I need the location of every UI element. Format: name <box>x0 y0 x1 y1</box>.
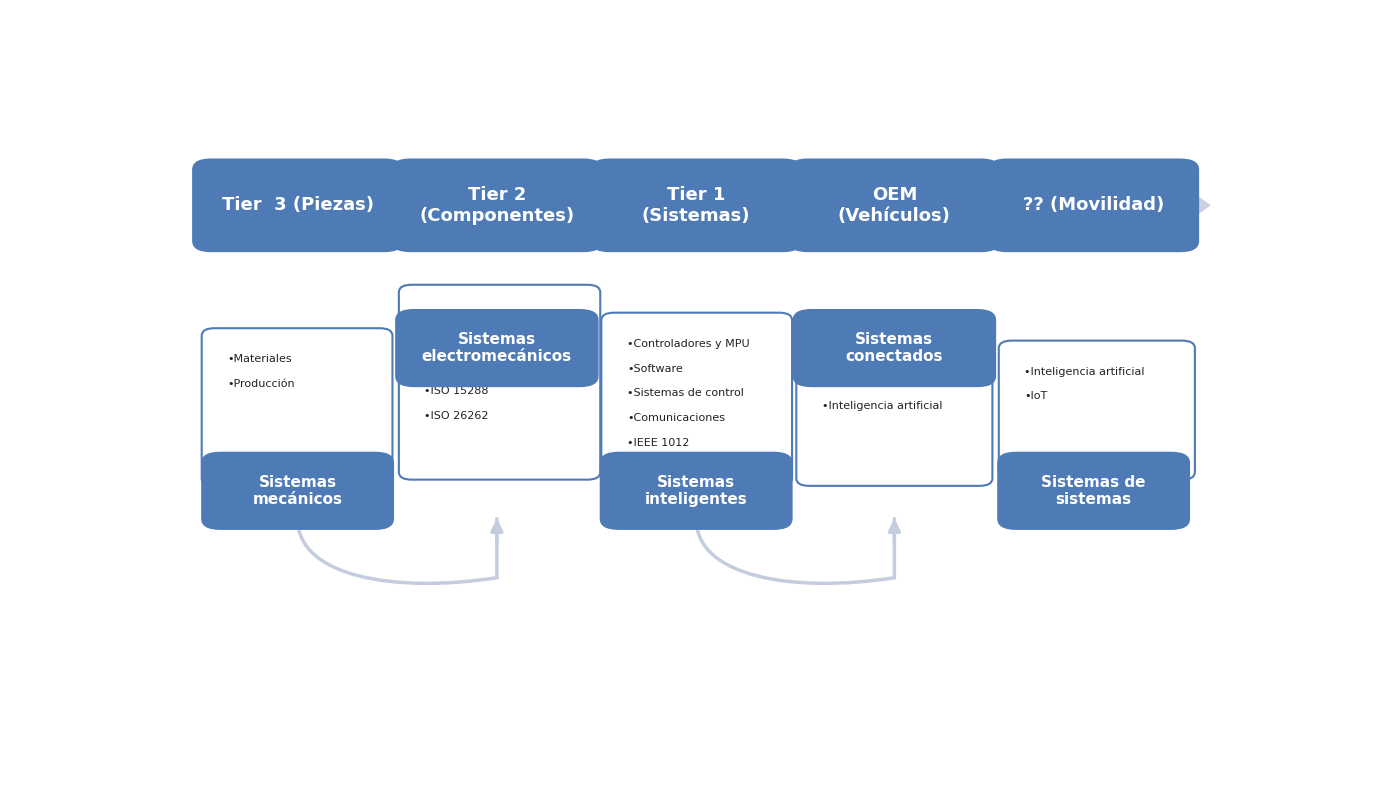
FancyBboxPatch shape <box>392 159 602 252</box>
Text: •Inteligencia artificial

•IoT: •Inteligencia artificial •IoT <box>1024 367 1145 401</box>
FancyBboxPatch shape <box>399 285 601 480</box>
FancyBboxPatch shape <box>998 341 1195 480</box>
Text: Sistemas de
sistemas: Sistemas de sistemas <box>1041 475 1145 507</box>
FancyBboxPatch shape <box>193 159 403 252</box>
FancyBboxPatch shape <box>395 309 598 387</box>
Text: Tier  3 (Piezas): Tier 3 (Piezas) <box>221 197 374 214</box>
Text: OEM
(Vehículos): OEM (Vehículos) <box>837 186 950 225</box>
FancyArrowPatch shape <box>896 199 1089 243</box>
Text: •Controladores y MPU

•Software

•Sistemas de control

•Comunicaciones

•IEEE 10: •Controladores y MPU •Software •Sistemas… <box>627 339 749 448</box>
FancyBboxPatch shape <box>201 451 395 530</box>
Text: Sistemas
inteligentes: Sistemas inteligentes <box>645 475 748 507</box>
Text: Sistemas
mecánicos: Sistemas mecánicos <box>253 475 342 507</box>
Text: Sistemas
electromecánicos: Sistemas electromecánicos <box>422 332 572 364</box>
FancyBboxPatch shape <box>989 159 1199 252</box>
FancyBboxPatch shape <box>792 309 995 387</box>
FancyBboxPatch shape <box>796 313 993 486</box>
FancyArrowPatch shape <box>499 199 692 243</box>
Text: •Materiales

•Producción: •Materiales •Producción <box>227 355 294 389</box>
Text: Sistemas
conectados: Sistemas conectados <box>846 332 943 364</box>
FancyBboxPatch shape <box>997 451 1191 530</box>
Text: Tier 1
(Sistemas): Tier 1 (Sistemas) <box>642 186 751 225</box>
Polygon shape <box>223 159 1211 251</box>
Text: Tier 2
(Componentes): Tier 2 (Componentes) <box>419 186 575 225</box>
FancyBboxPatch shape <box>591 159 802 252</box>
FancyBboxPatch shape <box>202 328 392 486</box>
Text: ?? (Movilidad): ?? (Movilidad) <box>1023 197 1165 214</box>
FancyBboxPatch shape <box>789 159 1000 252</box>
FancyBboxPatch shape <box>601 313 792 486</box>
Text: •Sensores

•Actuadores

•Electrónica de potencia

•ISO 15288

•ISO 26262: •Sensores •Actuadores •Electrónica de po… <box>425 311 562 421</box>
FancyBboxPatch shape <box>600 451 792 530</box>
Text: •Comunicaciones

•Control de sistemas
  distribuidos

•Inteligencia artificial: •Comunicaciones •Control de sistemas dis… <box>822 339 942 411</box>
